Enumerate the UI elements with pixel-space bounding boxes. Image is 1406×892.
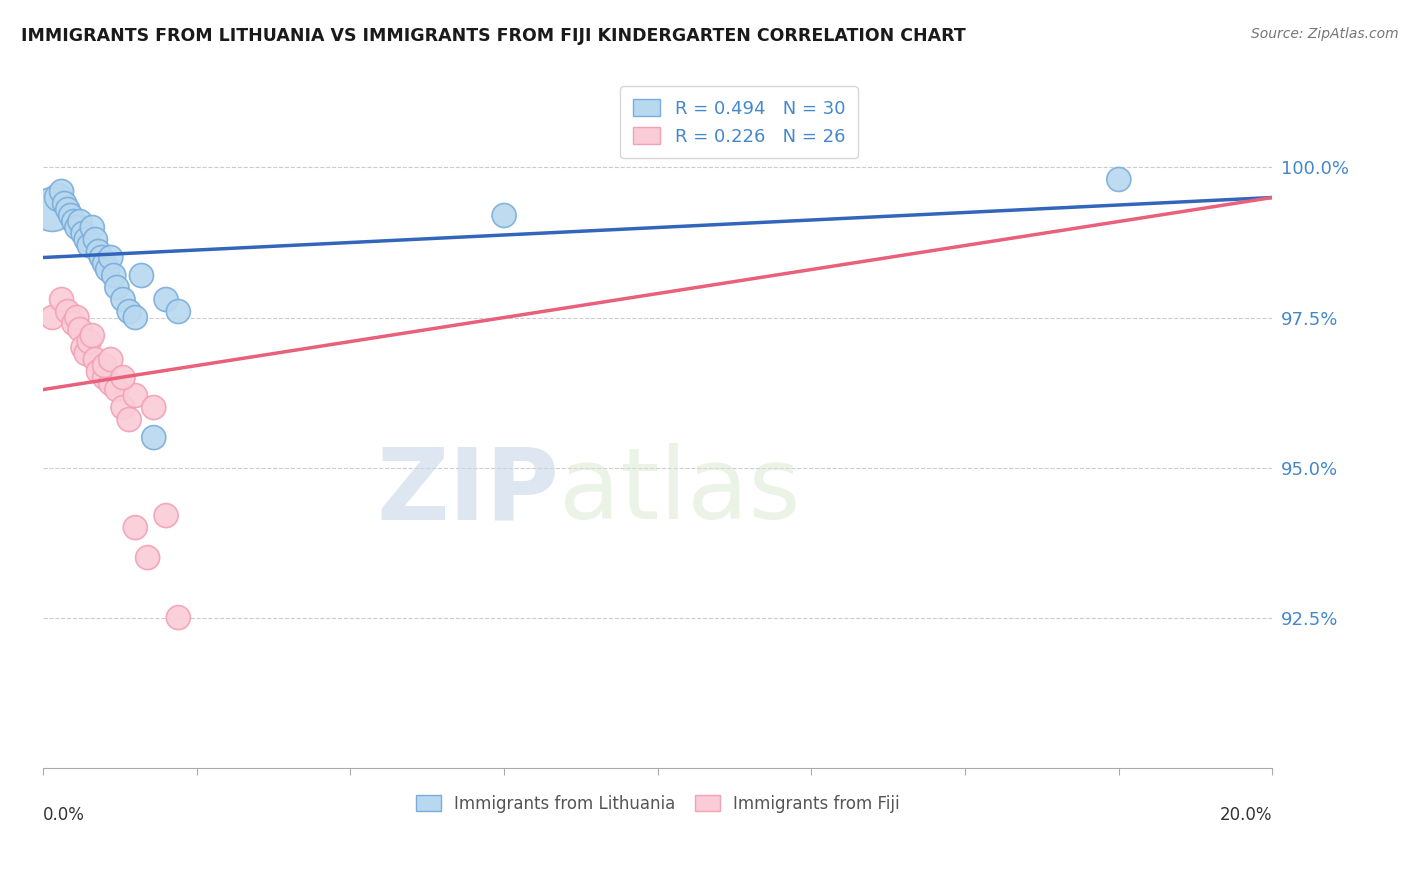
Point: [41, 310, 63, 325]
Point: [72, 341, 94, 355]
Point: [59, 209, 82, 223]
Point: [155, 293, 177, 307]
Text: Source: ZipAtlas.com: Source: ZipAtlas.com: [1251, 27, 1399, 41]
Point: [142, 431, 165, 445]
Point: [66, 310, 89, 325]
Point: [97, 262, 120, 277]
Point: [155, 508, 177, 523]
Point: [112, 293, 135, 307]
Point: [56, 202, 79, 217]
Y-axis label: Kindergarten: Kindergarten: [0, 368, 8, 476]
Point: [124, 310, 146, 325]
Point: [87, 365, 110, 379]
Point: [93, 359, 115, 373]
Point: [105, 383, 128, 397]
Point: [90, 251, 112, 265]
Point: [51, 293, 73, 307]
Point: [77, 334, 100, 349]
Point: [118, 412, 141, 426]
Point: [142, 401, 165, 415]
Point: [105, 280, 128, 294]
Point: [112, 401, 135, 415]
Point: [63, 317, 86, 331]
Point: [84, 232, 107, 246]
Text: 20.0%: 20.0%: [1220, 805, 1272, 823]
Point: [93, 370, 115, 384]
Point: [72, 227, 94, 241]
Point: [124, 388, 146, 402]
Point: [131, 268, 153, 283]
Point: [1108, 172, 1130, 186]
Point: [41, 202, 63, 217]
Point: [167, 304, 190, 318]
Point: [77, 238, 100, 252]
Legend: Immigrants from Lithuania, Immigrants from Fiji: Immigrants from Lithuania, Immigrants fr…: [408, 787, 908, 822]
Point: [84, 352, 107, 367]
Point: [167, 610, 190, 624]
Point: [56, 304, 79, 318]
Point: [66, 220, 89, 235]
Text: ZIP: ZIP: [377, 443, 560, 540]
Point: [103, 268, 125, 283]
Point: [100, 376, 122, 391]
Point: [48, 190, 70, 204]
Point: [136, 550, 159, 565]
Point: [87, 244, 110, 259]
Point: [75, 346, 97, 360]
Point: [51, 185, 73, 199]
Point: [75, 232, 97, 246]
Point: [100, 251, 122, 265]
Point: [494, 209, 516, 223]
Point: [124, 520, 146, 534]
Point: [82, 328, 104, 343]
Point: [93, 256, 115, 270]
Text: 0.0%: 0.0%: [44, 805, 84, 823]
Text: atlas: atlas: [560, 443, 801, 540]
Point: [53, 196, 76, 211]
Point: [69, 322, 91, 336]
Point: [63, 214, 86, 228]
Point: [82, 220, 104, 235]
Point: [100, 352, 122, 367]
Text: IMMIGRANTS FROM LITHUANIA VS IMMIGRANTS FROM FIJI KINDERGARTEN CORRELATION CHART: IMMIGRANTS FROM LITHUANIA VS IMMIGRANTS …: [21, 27, 966, 45]
Point: [69, 214, 91, 228]
Point: [118, 304, 141, 318]
Point: [112, 370, 135, 384]
